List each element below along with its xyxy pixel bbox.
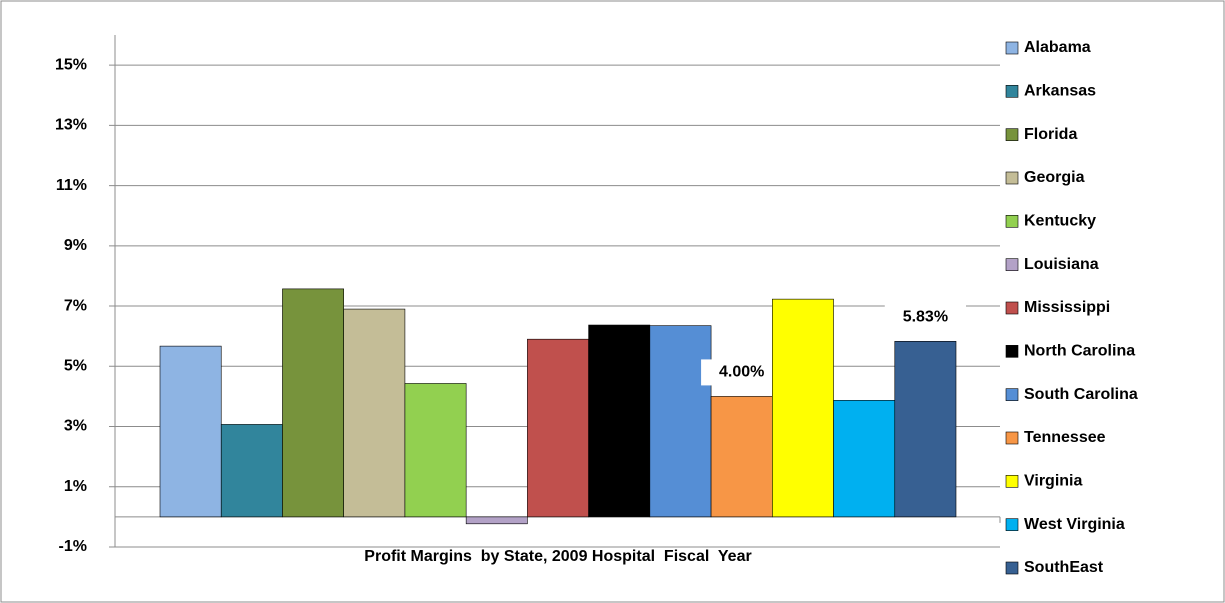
legend-swatch xyxy=(1005,561,1019,575)
legend-label: Tennessee xyxy=(1024,429,1106,446)
value-label: 5.83% xyxy=(903,309,948,326)
bar xyxy=(894,340,957,518)
y-tick-label: 1% xyxy=(64,478,87,495)
bar xyxy=(588,324,651,518)
legend-label: South Carolina xyxy=(1024,386,1138,403)
legend-label: Kentucky xyxy=(1024,213,1096,230)
legend-swatch xyxy=(1005,41,1019,55)
legend-label: Georgia xyxy=(1024,169,1085,186)
legend-label: Florida xyxy=(1024,126,1077,143)
legend-label: Mississippi xyxy=(1024,299,1110,316)
bar xyxy=(343,308,406,518)
bar xyxy=(220,424,283,518)
legend-label: West Virginia xyxy=(1024,516,1125,533)
legend-label: Virginia xyxy=(1024,473,1082,490)
y-tick-label: 13% xyxy=(55,117,87,134)
bar xyxy=(772,298,834,518)
legend-label: North Carolina xyxy=(1024,343,1135,360)
legend-swatch xyxy=(1005,518,1019,531)
y-tick-label: 9% xyxy=(64,237,87,254)
bar xyxy=(282,288,344,518)
bar xyxy=(710,396,773,518)
x-tick-label: Profit Margins by State, 2009 Hospital F… xyxy=(364,548,751,565)
legend-swatch xyxy=(1005,345,1019,358)
legend-swatch xyxy=(1005,171,1019,185)
legend-swatch xyxy=(1005,475,1019,488)
value-label: 4.00% xyxy=(719,364,764,381)
bar xyxy=(649,325,712,518)
bar xyxy=(159,345,222,518)
y-tick-label: 11% xyxy=(56,177,87,194)
legend-label: SouthEast xyxy=(1024,559,1104,576)
legend-label: Arkansas xyxy=(1024,83,1096,100)
y-tick-label: 15% xyxy=(55,56,87,73)
value-label-bg xyxy=(884,304,966,331)
legend-swatch xyxy=(1005,128,1019,141)
legend-label: Alabama xyxy=(1024,39,1091,56)
legend-label: Louisiana xyxy=(1024,256,1099,273)
legend-swatch xyxy=(1005,215,1019,228)
bar xyxy=(404,383,467,518)
legend-swatch xyxy=(1005,258,1019,271)
legend-swatch xyxy=(1005,301,1019,315)
value-label-bg xyxy=(701,359,783,386)
legend-swatch xyxy=(1005,85,1019,98)
bar xyxy=(465,516,528,525)
legend-swatch xyxy=(1005,388,1019,401)
y-tick-label: 5% xyxy=(64,358,87,375)
bar xyxy=(527,338,589,518)
y-tick-label: 3% xyxy=(64,418,87,435)
y-tick-label: -1% xyxy=(59,538,87,555)
legend-swatch xyxy=(1005,431,1019,445)
bar xyxy=(833,400,896,518)
y-tick-label: 7% xyxy=(64,297,87,314)
